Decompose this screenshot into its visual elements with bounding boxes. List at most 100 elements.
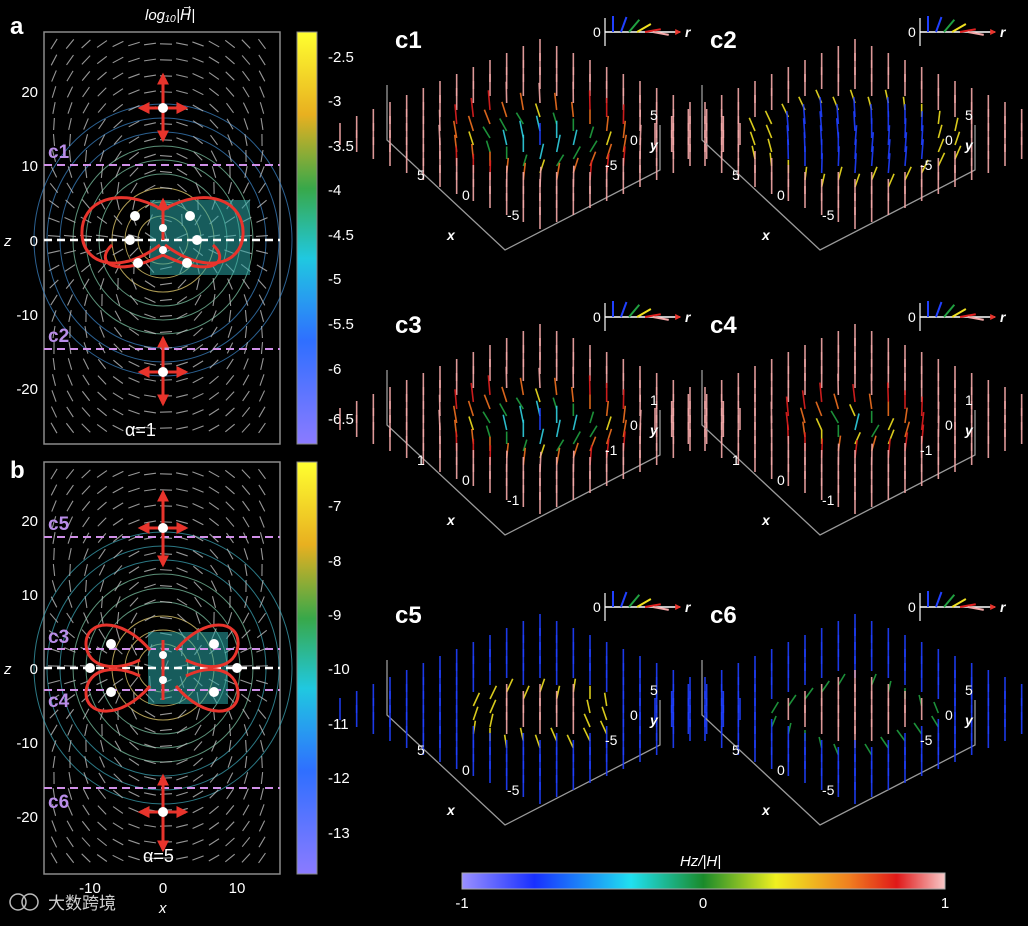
- cut-label-c4: c4: [48, 691, 70, 712]
- axis-x-label: x: [446, 227, 456, 243]
- tick-label: 0: [630, 132, 638, 148]
- svg-text:-13: -13: [328, 825, 350, 842]
- colorbar-b: [297, 462, 317, 874]
- tick-label: -5: [507, 207, 520, 223]
- svg-text:-12: -12: [328, 770, 350, 787]
- panel-c3-label: c3: [395, 312, 422, 339]
- cut-label-c6: c6: [48, 792, 69, 813]
- axis-y-label: y: [964, 422, 974, 438]
- tick-label: 5: [965, 107, 973, 123]
- tick-label: 0: [462, 472, 470, 488]
- inset-r-label: r: [685, 24, 692, 40]
- a-ytick-m20: -20: [16, 381, 38, 398]
- inset-zero-label: 0: [593, 309, 601, 325]
- inset-zero-label: 0: [593, 599, 601, 615]
- tick-label: -5: [920, 732, 933, 748]
- axis-y-label: y: [649, 422, 659, 438]
- svg-text:-4: -4: [328, 182, 341, 199]
- a-ytick-20: 20: [21, 84, 38, 101]
- tick-label: 0: [777, 762, 785, 778]
- axis-x-label: x: [761, 512, 771, 528]
- cut-label-c2: c2: [48, 326, 69, 347]
- inset-r-label: r: [685, 309, 692, 325]
- tick-label: 0: [945, 132, 953, 148]
- svg-text:-6.5: -6.5: [328, 411, 354, 428]
- tick-label: 0: [945, 417, 953, 433]
- alpha-label-b: α=5: [143, 846, 174, 866]
- svg-text:-3.5: -3.5: [328, 138, 354, 155]
- watermark-text: 大数跨境: [48, 894, 116, 913]
- tick-label: -5: [822, 782, 835, 798]
- axis-x-label: x: [446, 512, 456, 528]
- inset-zero-label: 0: [908, 24, 916, 40]
- tick-label: -1: [605, 442, 618, 458]
- alpha-label-a: α=1: [125, 420, 156, 440]
- hz-tick-m1: -1: [455, 895, 468, 912]
- svg-text:-2.5: -2.5: [328, 49, 354, 66]
- tick-label: 1: [417, 452, 425, 468]
- svg-text:-7: -7: [328, 498, 341, 515]
- colorbar-b-ticks: -7 -8 -9 -10 -11 -12 -13: [328, 498, 350, 842]
- axis-x-label: x: [761, 227, 771, 243]
- inset-r-label: r: [1000, 24, 1007, 40]
- hz-colorbar-title: Hz/|H|: [680, 853, 721, 870]
- tick-label: 0: [630, 417, 638, 433]
- hz-tick-0: 0: [699, 895, 707, 912]
- tick-label: 1: [650, 392, 658, 408]
- tick-label: 5: [650, 682, 658, 698]
- svg-text:-8: -8: [328, 553, 341, 570]
- a-ylabel: z: [3, 233, 12, 250]
- tick-label: -5: [605, 157, 618, 173]
- b-ytick-m20: -20: [16, 809, 38, 826]
- tick-label: 5: [417, 742, 425, 758]
- tick-label: -5: [920, 157, 933, 173]
- panel-c2-label: c2: [710, 27, 737, 54]
- tick-label: -1: [822, 492, 835, 508]
- inset-r-label: r: [685, 599, 692, 615]
- b-xtick-0: 0: [159, 880, 167, 897]
- inset-zero-label: 0: [593, 24, 601, 40]
- tick-label: -5: [507, 782, 520, 798]
- colorbar-a-title: log₁₀|H⃗|: [145, 5, 195, 24]
- axis-x-label: x: [761, 802, 771, 818]
- tick-label: 0: [777, 472, 785, 488]
- a-ytick-m10: -10: [16, 307, 38, 324]
- svg-text:-11: -11: [328, 716, 349, 733]
- b-ytick-0: 0: [30, 661, 38, 678]
- inset-r-label: r: [1000, 309, 1007, 325]
- axis-y-label: y: [964, 137, 974, 153]
- colorbar-a: [297, 32, 317, 444]
- panel-b-label: b: [10, 457, 25, 484]
- svg-text:-9: -9: [328, 607, 341, 624]
- tick-label: 0: [777, 187, 785, 203]
- colorbar-a-ticks: -2.5 -3 -3.5 -4 -4.5 -5 -5.5 -6 -6.5: [328, 49, 354, 428]
- panel-c6-label: c6: [710, 602, 737, 629]
- svg-text:-10: -10: [328, 661, 350, 678]
- b-xtick-10: 10: [229, 880, 246, 897]
- tick-label: 0: [462, 187, 470, 203]
- b-ytick-20: 20: [21, 513, 38, 530]
- axis-y-label: y: [964, 712, 974, 728]
- tick-label: 5: [965, 682, 973, 698]
- tick-label: 5: [650, 107, 658, 123]
- b-ylabel: z: [3, 661, 12, 678]
- inset-zero-label: 0: [908, 309, 916, 325]
- tick-label: 5: [417, 167, 425, 183]
- panel-c4-label: c4: [710, 312, 737, 339]
- cut-label-c3: c3: [48, 627, 69, 648]
- tick-label: -1: [920, 442, 933, 458]
- panel-a-label: a: [10, 13, 24, 40]
- tick-label: 0: [462, 762, 470, 778]
- svg-text:-5: -5: [328, 271, 341, 288]
- inset-r-label: r: [1000, 599, 1007, 615]
